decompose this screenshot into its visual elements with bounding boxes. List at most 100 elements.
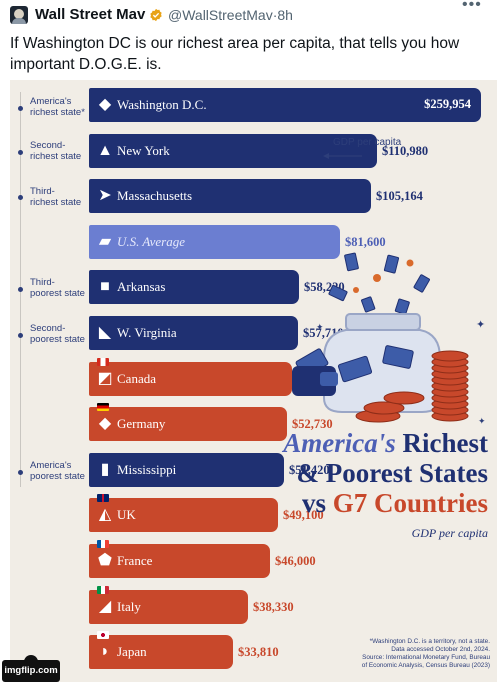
bar-label: New York: [117, 143, 170, 158]
italy-shape-icon: ◢: [98, 598, 112, 615]
canada-flag-icon: [97, 358, 109, 366]
arkansas-shape-icon: ■: [100, 278, 110, 295]
side-label-line: America's: [30, 460, 72, 471]
title-line-3: vs G7 Countries: [242, 488, 488, 518]
footnote-line: of Economic Analysis, Census Bureau (202…: [361, 662, 490, 669]
side-label-line: richest state: [30, 197, 82, 208]
side-label-richest: America's richest state*: [30, 96, 85, 118]
side-label-line: richest state: [30, 151, 82, 162]
bar: ◆ Germany: [89, 407, 287, 441]
svg-text:✦: ✦: [478, 417, 485, 427]
germany-shape-icon: ◆: [98, 415, 112, 432]
japan-shape-icon: ◗: [100, 643, 110, 660]
bar: ▲ New York: [89, 134, 377, 168]
svg-text:✦: ✦: [476, 318, 485, 331]
bar: ▮ Mississippi: [89, 453, 284, 487]
source-footnote: *Washington D.C. is a territory, not a s…: [310, 638, 490, 670]
bar: ◆ Washington D.C. $259,954: [89, 88, 481, 122]
bar: ◢ Italy: [89, 590, 248, 624]
gdp-callout-label: GDP per capita: [333, 137, 402, 148]
germany-flag-icon: [97, 403, 109, 411]
bar-label: Germany: [117, 416, 166, 431]
bar-label: Mississippi: [117, 462, 177, 477]
title-line-2: & Poorest States: [296, 458, 488, 488]
west-virginia-shape-icon: ◣: [98, 324, 112, 341]
side-label-line: Third-: [30, 186, 55, 197]
side-label-line: Second-: [30, 140, 66, 151]
side-label-line: poorest state: [30, 334, 85, 345]
bar-value-label: $259,954: [424, 97, 471, 111]
bar: ◗ Japan: [89, 635, 233, 669]
bar-label: UK: [117, 507, 136, 522]
money-jar-illustration: ✦ ✦ ✦: [292, 252, 485, 427]
us-map-icon: ▰: [98, 233, 112, 250]
bar-value-label: $110,980: [382, 144, 429, 158]
bar-value-label: $38,330: [253, 600, 294, 614]
separator-dot: ·: [272, 7, 278, 23]
timeline-dot: [18, 150, 23, 155]
bar-label: W. Virginia: [117, 325, 177, 340]
timeline-dot: [18, 195, 23, 200]
title-line-1: America's Richest: [242, 428, 488, 458]
bar-value-label: $46,000: [275, 554, 316, 568]
timeline-dot: [18, 106, 23, 111]
new-york-shape-icon: ▲: [97, 142, 113, 159]
bar-label: Italy: [117, 599, 141, 614]
side-label-line: Third-: [30, 277, 55, 288]
bar-value-label: $52,730: [292, 417, 333, 431]
footnote-line: Source: International Monetary Fund, Bur…: [362, 654, 490, 661]
bar-label: Canada: [117, 371, 156, 386]
bar: ⬟ France: [89, 544, 270, 578]
bar-label: U.S. Average: [117, 234, 185, 249]
infographic-title: America's Richest & Poorest States vs G7…: [242, 428, 488, 518]
author-avatar[interactable]: [10, 6, 28, 24]
bar-value-label: $105,164: [376, 189, 423, 203]
bar: ◩ Canada: [89, 362, 292, 396]
timeline-dot: [18, 333, 23, 338]
bar: ▰ U.S. Average: [89, 225, 340, 259]
side-label-third-poorest: Third- poorest state: [30, 277, 85, 299]
title-emphasis: America's: [283, 428, 396, 458]
side-label-second-poorest: Second- poorest state: [30, 323, 85, 345]
title-g7: G7 Countries: [332, 488, 488, 518]
side-label-second-richest: Second- richest state: [30, 140, 81, 162]
bar-label: Arkansas: [117, 279, 166, 294]
svg-text:✦: ✦: [316, 323, 324, 333]
bar: ■ Arkansas: [89, 270, 299, 304]
side-label-line: Second-: [30, 323, 66, 334]
bar-value-label: $33,810: [238, 645, 279, 659]
bar-value-label: $49,100: [283, 508, 324, 522]
bar-label: Washington D.C.: [117, 97, 207, 112]
bar-value-label: $51,420: [289, 463, 330, 477]
infographic-image[interactable]: America's richest state* Second- richest…: [10, 80, 497, 682]
side-label-poorest: America's poorest state: [30, 460, 85, 482]
uk-shape-icon: ◭: [98, 506, 112, 523]
japan-flag-icon: [97, 631, 109, 639]
tweet-time[interactable]: 8h: [277, 7, 293, 23]
canada-shape-icon: ◩: [97, 370, 113, 387]
mississippi-shape-icon: ▮: [100, 461, 110, 478]
side-label-line: richest state*: [30, 107, 85, 118]
bar: ➤ Massachusetts: [89, 179, 371, 213]
tweet-text: If Washington DC is our richest area per…: [10, 35, 460, 73]
footnote-line: Data accessed October 2nd, 2024.: [391, 646, 490, 653]
imgflip-watermark: imgflip.com: [2, 655, 60, 682]
tweet-header: Wall Street Mav @WallStreetMav·8h ••• If…: [0, 0, 500, 80]
more-dots-icon[interactable]: •••: [462, 0, 482, 13]
callout-arrow-icon: [323, 153, 362, 159]
infographic-subtitle: GDP per capita: [411, 526, 488, 540]
title-text: Richest: [395, 428, 488, 458]
side-label-line: poorest state: [30, 288, 85, 299]
bar: ◣ W. Virginia: [89, 316, 298, 350]
dc-diamond-icon: ◆: [98, 96, 112, 113]
author-name[interactable]: Wall Street Mav: [35, 6, 146, 23]
bar: ◭ UK: [89, 498, 278, 532]
italy-flag-icon: [97, 586, 109, 594]
timeline-dot: [18, 287, 23, 292]
side-label-third-richest: Third- richest state: [30, 186, 81, 208]
side-label-line: poorest state: [30, 471, 85, 482]
bar-value-label: $81,600: [345, 235, 386, 249]
footnote-line: *Washington D.C. is a territory, not a s…: [369, 638, 490, 645]
author-handle-and-time[interactable]: @WallStreetMav·8h: [168, 7, 293, 23]
author-handle[interactable]: @WallStreetMav: [168, 7, 273, 23]
